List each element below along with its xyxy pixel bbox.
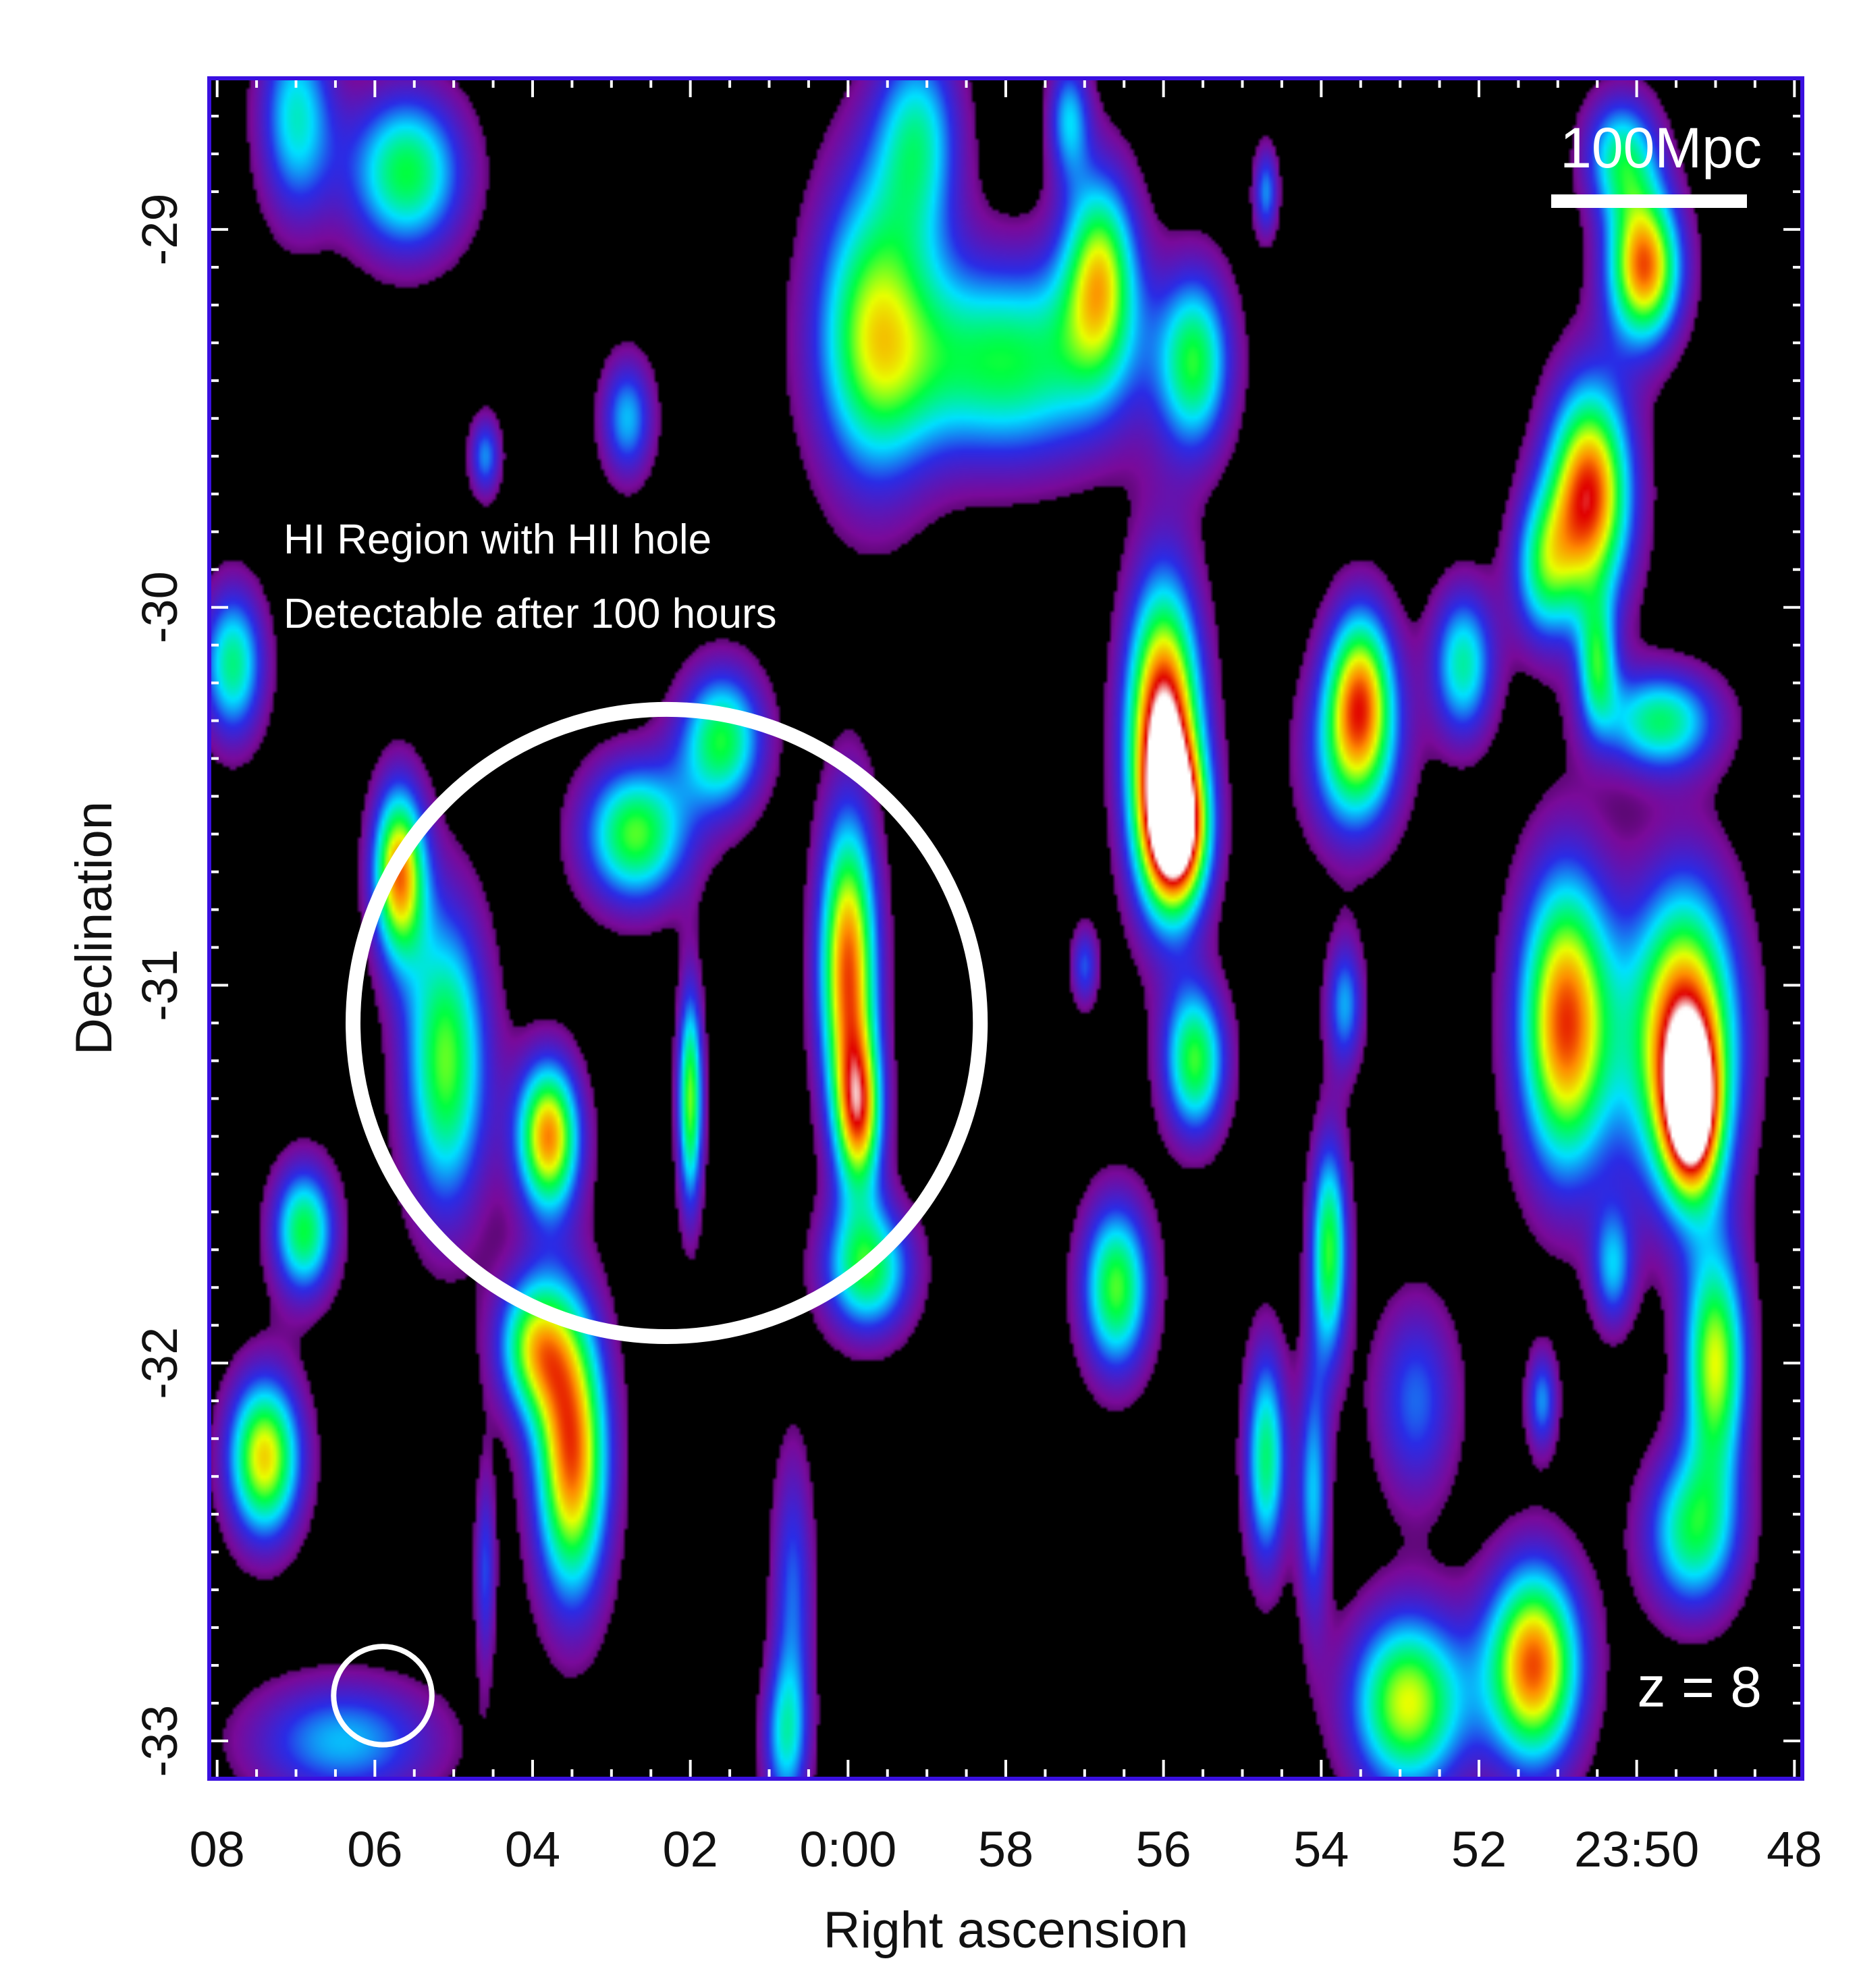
- redshift-label: z = 8: [1638, 1655, 1762, 1719]
- tick-labels: 08 06 04 02 0:00 58 56 54 52 23:50 48 -29 -30 -31 -32 -…: [132, 193, 1822, 1877]
- x-tick-label: 0:00: [799, 1821, 896, 1877]
- annotation-layer: HI Region with HII hole Detectable after…: [284, 116, 1762, 1748]
- y-tick-label: -30: [132, 571, 188, 643]
- x-axis-title: Right ascension: [824, 1902, 1189, 1959]
- x-tick-label: 58: [978, 1821, 1033, 1877]
- x-tick-label: 54: [1293, 1821, 1349, 1877]
- plot-frame: [207, 76, 1804, 1781]
- x-tick-label: 48: [1767, 1821, 1822, 1877]
- y-tick-label: -29: [132, 193, 188, 265]
- scale-bar-label: 100Mpc: [1560, 116, 1762, 180]
- beam-circle: [331, 1644, 435, 1748]
- heatmap-image: [209, 78, 1802, 1779]
- x-tick-label: 04: [505, 1821, 560, 1877]
- x-tick-label: 06: [347, 1821, 402, 1877]
- scale-bar: [1551, 194, 1747, 208]
- region-label-line1: HI Region with HII hole: [284, 516, 711, 563]
- x-tick-label: 52: [1451, 1821, 1507, 1877]
- y-tick-label: -31: [132, 949, 188, 1021]
- hii-hole-region-circle: [346, 701, 988, 1345]
- x-tick-label: 23:50: [1574, 1821, 1699, 1877]
- region-label-line2: Detectable after 100 hours: [284, 591, 777, 637]
- y-tick-label: -32: [132, 1327, 188, 1399]
- x-tick-label: 02: [663, 1821, 718, 1877]
- x-tick-label: 56: [1136, 1821, 1191, 1877]
- x-tick-label: 08: [190, 1821, 245, 1877]
- y-tick-label: -33: [132, 1705, 188, 1777]
- y-axis-title: Declination: [65, 801, 123, 1055]
